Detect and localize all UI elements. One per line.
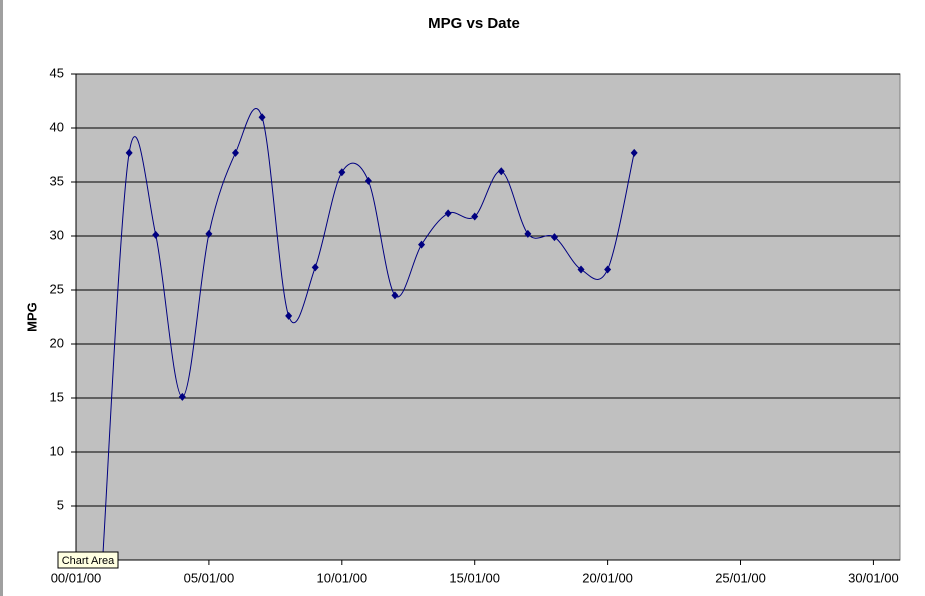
data-point: [205, 229, 213, 238]
data-point: [577, 265, 585, 274]
data-point: [604, 265, 612, 274]
data-point: [125, 148, 133, 157]
data-point: [524, 229, 532, 238]
x-tick-label: 25/01/00: [715, 570, 766, 585]
data-point: [630, 148, 638, 157]
data-point: [391, 291, 399, 300]
window-edge: [0, 0, 3, 596]
y-tick-label: 10: [50, 443, 64, 458]
data-point: [364, 176, 372, 185]
data-point: [311, 263, 319, 272]
data-point: [471, 212, 479, 221]
y-axis-label: MPG: [24, 302, 39, 332]
x-tick-label: 05/01/00: [184, 570, 235, 585]
data-point: [152, 230, 160, 239]
data-point: [231, 148, 239, 157]
tooltip: Chart Area: [57, 551, 119, 569]
data-point: [418, 240, 426, 249]
x-tick-label: 10/01/00: [317, 570, 368, 585]
plot-area: [75, 73, 901, 561]
y-tick-label: 45: [50, 65, 64, 80]
data-point: [338, 168, 346, 177]
x-tick-label: 20/01/00: [582, 570, 633, 585]
data-point: [258, 113, 266, 122]
x-tick-label: 15/01/00: [449, 570, 500, 585]
chart-title: MPG vs Date: [428, 15, 520, 32]
data-point: [497, 167, 505, 176]
data-point: [178, 392, 186, 401]
tooltip-text: Chart Area: [62, 555, 115, 567]
y-tick-label: 15: [50, 389, 64, 404]
data-point: [550, 233, 558, 242]
y-tick-label: 30: [50, 227, 64, 242]
y-tick-label: 25: [50, 281, 64, 296]
y-tick-label: 40: [50, 119, 64, 134]
y-tick-label: 35: [50, 173, 64, 188]
x-tick-label: 00/01/00: [51, 570, 102, 585]
y-tick-label: 20: [50, 335, 64, 350]
tooltip-box: [57, 551, 119, 569]
x-tick-label: 30/01/00: [848, 570, 899, 585]
y-tick-label: 5: [57, 497, 64, 512]
data-point: [444, 209, 452, 218]
data-point: [285, 311, 293, 320]
